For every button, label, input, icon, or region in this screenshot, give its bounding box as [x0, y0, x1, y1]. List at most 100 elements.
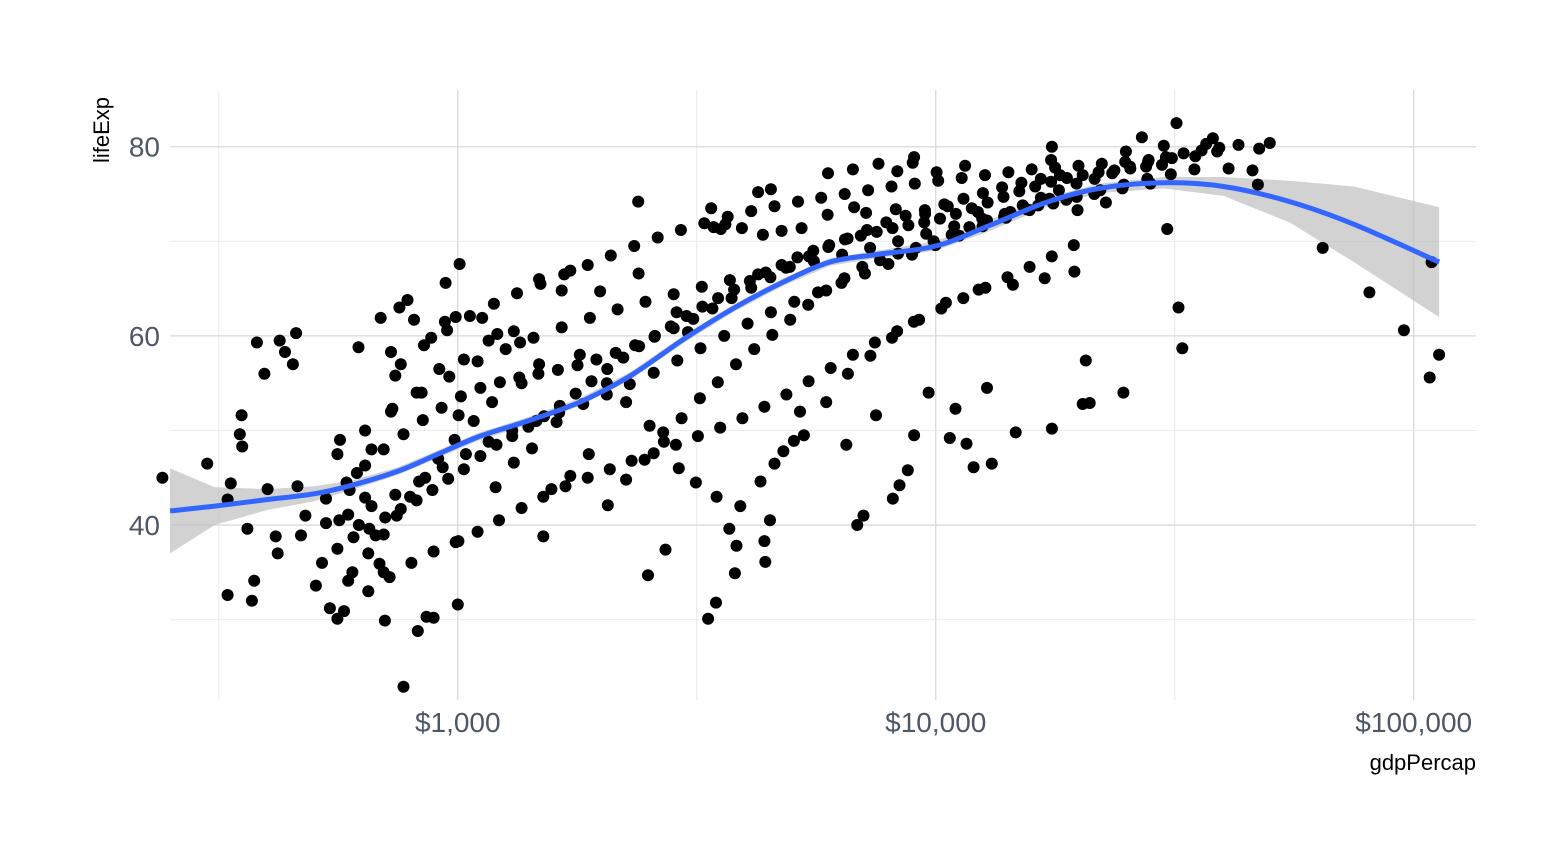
- data-point: [383, 571, 396, 584]
- data-point: [764, 514, 776, 527]
- data-point: [764, 306, 777, 319]
- data-point: [965, 202, 978, 215]
- data-point: [815, 191, 828, 204]
- data-point: [571, 359, 584, 372]
- data-point: [1433, 348, 1446, 361]
- data-point: [573, 348, 586, 361]
- data-point: [1045, 140, 1058, 153]
- data-point: [1049, 161, 1062, 174]
- data-point: [893, 479, 906, 492]
- data-point: [250, 336, 263, 349]
- data-point: [427, 611, 440, 624]
- data-point: [710, 596, 722, 609]
- data-point: [846, 348, 859, 361]
- data-point: [449, 311, 462, 323]
- data-point: [1177, 147, 1190, 160]
- data-point: [981, 196, 994, 209]
- data-point: [377, 443, 390, 456]
- data-point: [316, 556, 328, 569]
- data-point: [812, 286, 824, 299]
- data-point: [639, 295, 652, 308]
- data-point: [891, 325, 904, 338]
- data-point: [338, 605, 350, 618]
- data-point: [582, 448, 595, 461]
- data-point: [693, 392, 706, 405]
- data-point: [670, 306, 683, 319]
- data-point: [442, 472, 455, 485]
- data-point: [714, 421, 727, 434]
- data-point: [851, 519, 864, 531]
- data-point: [788, 295, 801, 308]
- data-point: [870, 409, 882, 422]
- data-point: [474, 450, 487, 462]
- data-point: [696, 300, 709, 313]
- data-point: [756, 228, 769, 241]
- data-point: [820, 396, 833, 409]
- data-point: [858, 267, 871, 280]
- data-point: [1119, 155, 1132, 168]
- data-point: [269, 530, 282, 543]
- data-point: [1157, 139, 1170, 152]
- data-point: [648, 330, 661, 343]
- data-point: [1034, 172, 1047, 185]
- data-point: [433, 363, 446, 375]
- data-point: [792, 195, 804, 208]
- data-point: [555, 284, 568, 297]
- data-point: [702, 612, 715, 625]
- data-point: [459, 448, 472, 461]
- data-point: [235, 409, 248, 422]
- data-point: [493, 376, 506, 389]
- data-point: [1083, 397, 1096, 409]
- data-point: [581, 471, 594, 484]
- data-point: [822, 167, 834, 180]
- data-point: [718, 329, 731, 342]
- data-point: [320, 517, 332, 530]
- data-point: [1099, 196, 1112, 209]
- data-point: [908, 151, 921, 164]
- x-tick-label: $100,000: [1355, 707, 1472, 738]
- data-point: [643, 419, 656, 432]
- data-point: [959, 159, 972, 172]
- data-point: [601, 499, 614, 512]
- data-point: [365, 500, 378, 513]
- data-point: [291, 480, 304, 493]
- data-point: [365, 443, 378, 456]
- data-point: [449, 536, 462, 549]
- data-point: [902, 219, 915, 232]
- data-point: [857, 509, 870, 522]
- data-point: [474, 381, 487, 394]
- data-point: [441, 324, 454, 337]
- data-point: [224, 477, 237, 490]
- data-point: [1263, 137, 1276, 149]
- data-point: [342, 508, 355, 521]
- data-point: [601, 363, 614, 375]
- data-point: [920, 227, 933, 240]
- data-point: [949, 207, 962, 220]
- data-point: [632, 195, 645, 208]
- data-point: [486, 396, 499, 409]
- data-point: [758, 400, 771, 413]
- data-point: [581, 259, 594, 271]
- data-point: [725, 292, 738, 305]
- data-point: [1222, 162, 1235, 175]
- data-point: [410, 494, 423, 507]
- data-point: [482, 334, 495, 347]
- data-point: [436, 461, 449, 474]
- data-point: [359, 491, 372, 504]
- data-point: [507, 325, 520, 338]
- data-point: [625, 454, 638, 467]
- data-point: [797, 429, 810, 442]
- data-point: [415, 386, 428, 399]
- data-point: [489, 481, 502, 494]
- data-point: [408, 313, 420, 326]
- data-point: [620, 473, 633, 486]
- data-point: [331, 448, 344, 461]
- data-point: [846, 163, 859, 176]
- data-point: [764, 183, 777, 196]
- data-point: [555, 321, 568, 334]
- data-point: [918, 204, 931, 217]
- data-point: [1095, 157, 1108, 170]
- data-point: [1164, 168, 1177, 181]
- data-point: [1002, 166, 1015, 179]
